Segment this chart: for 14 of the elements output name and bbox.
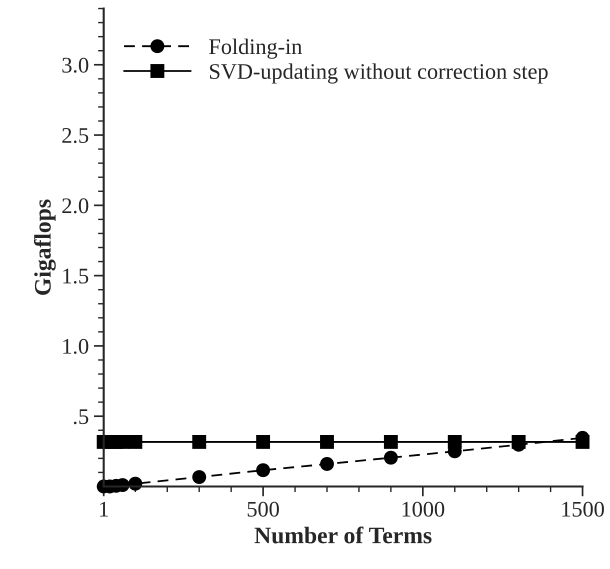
y-tick-label: 1.5 — [63, 268, 88, 284]
y-tick-label: 2.0 — [62, 198, 88, 214]
x-tick-label: 500 — [248, 502, 279, 517]
x-tick-label: 1 — [100, 502, 108, 516]
x-tick-label: 1000 — [402, 502, 444, 517]
y-tick-label: 1.0 — [63, 338, 88, 354]
y-tick-label: 2.5 — [62, 128, 88, 144]
legend-label: SVD-updating without correction step — [210, 63, 548, 84]
x-axis-title: Number of Terms — [254, 526, 432, 544]
x-tick-label: 1500 — [562, 502, 604, 517]
y-axis-title: Gigaflops — [34, 200, 56, 295]
legend-label: Folding-in — [209, 38, 302, 59]
y-tick-label: 3.0 — [62, 58, 88, 73]
y-tick-label: .5 — [74, 409, 88, 424]
